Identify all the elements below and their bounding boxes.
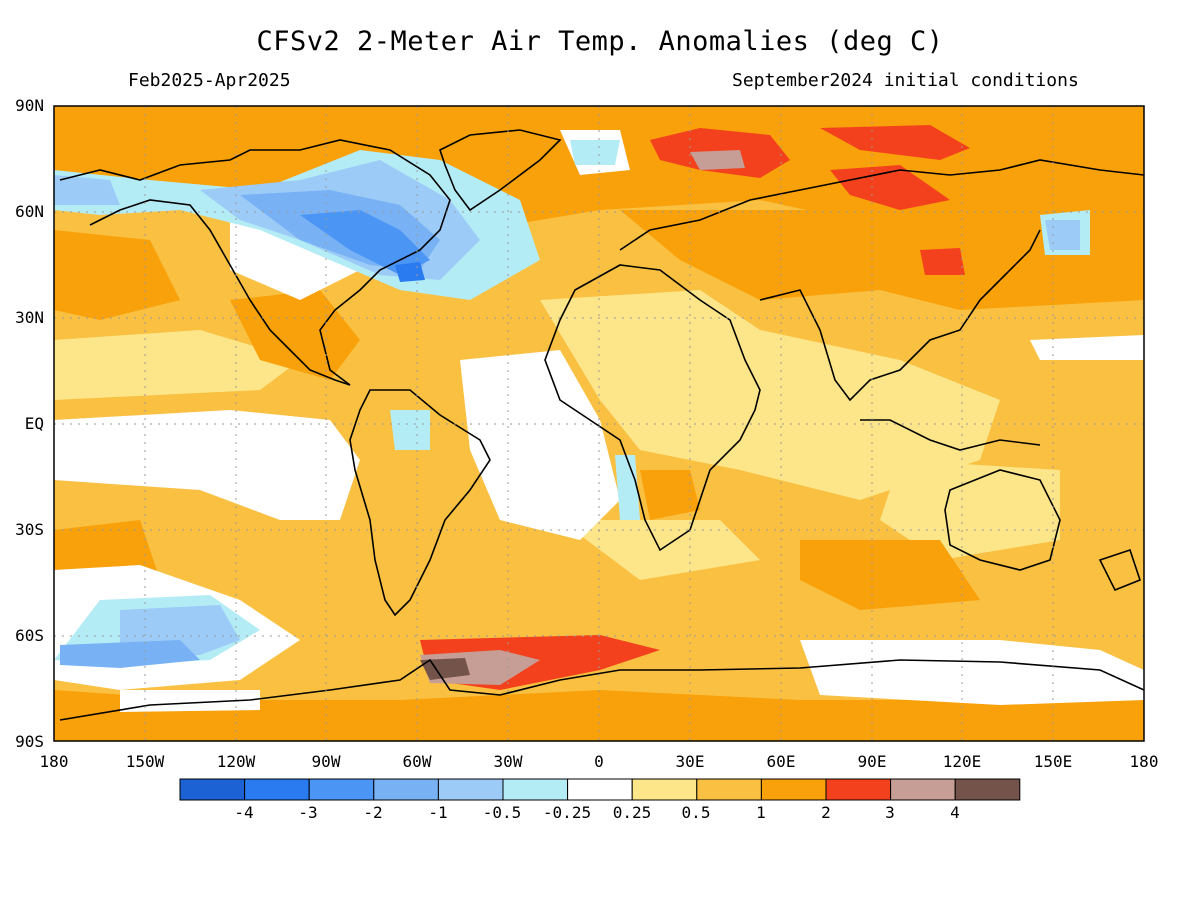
colorbar-swatch (308, 778, 375, 801)
colorbar-swatch (631, 778, 698, 801)
colorbar-swatch (696, 778, 762, 801)
colorbar-label: -2 (363, 803, 383, 822)
lat-label-90n: 90N (15, 96, 44, 115)
lon-label-150w: 150W (125, 752, 165, 771)
colorbar-label: -1 (428, 803, 448, 822)
colorbar-swatch (244, 778, 310, 801)
lon-label-120w: 120W (216, 752, 256, 771)
colorbar-label: -3 (298, 803, 318, 822)
colorbar-swatch (373, 778, 439, 801)
lat-label-90s: 90S (15, 732, 44, 751)
map-frame (53, 105, 1145, 742)
colorbar-swatch (502, 778, 569, 801)
colorbar-swatch (437, 778, 504, 801)
lon-label-150e: 150E (1033, 752, 1073, 771)
map-title: CFSv2 2-Meter Air Temp. Anomalies (deg C… (256, 26, 944, 57)
lon-label-180w: 180 (39, 752, 69, 771)
colorbar-label: -0.25 (542, 803, 592, 822)
lon-label-120e: 120E (942, 752, 982, 771)
lon-label-60w: 60W (402, 752, 432, 771)
lat-label-30s: 30S (15, 520, 44, 539)
lat-label-60n: 60N (15, 202, 44, 221)
colorbar (179, 778, 1021, 801)
graticule (54, 106, 1144, 741)
lon-label-0: 0 (594, 752, 604, 771)
colorbar-label: 2 (821, 803, 831, 822)
colorbar-swatch (954, 778, 1021, 801)
colorbar-swatch (890, 778, 956, 801)
forecast-period: Feb2025-Apr2025 (128, 70, 291, 91)
coastlines (59, 129, 1144, 721)
colorbar-swatch (179, 778, 246, 801)
colorbar-label: 3 (885, 803, 895, 822)
colorbar-label: -4 (234, 803, 254, 822)
colorbar-label: 0.25 (612, 803, 652, 822)
colorbar-label: 0.5 (681, 803, 711, 822)
colorbar-label: -0.5 (482, 803, 522, 822)
lat-label-eq: EQ (24, 414, 44, 433)
initial-conditions: September2024 initial conditions (732, 70, 1079, 91)
colorbar-swatch (825, 778, 892, 801)
colorbar-label: 4 (950, 803, 960, 822)
lon-label-30e: 30E (675, 752, 705, 771)
lat-label-30n: 30N (15, 308, 44, 327)
lon-label-60e: 60E (766, 752, 796, 771)
lon-label-30w: 30W (493, 752, 523, 771)
lon-label-180e: 180 (1129, 752, 1159, 771)
lat-label-60s: 60S (15, 626, 44, 645)
colorbar-swatch (567, 778, 633, 801)
colorbar-swatch (760, 778, 827, 801)
colorbar-label: 1 (756, 803, 766, 822)
lon-label-90e: 90E (857, 752, 887, 771)
lon-label-90w: 90W (311, 752, 341, 771)
